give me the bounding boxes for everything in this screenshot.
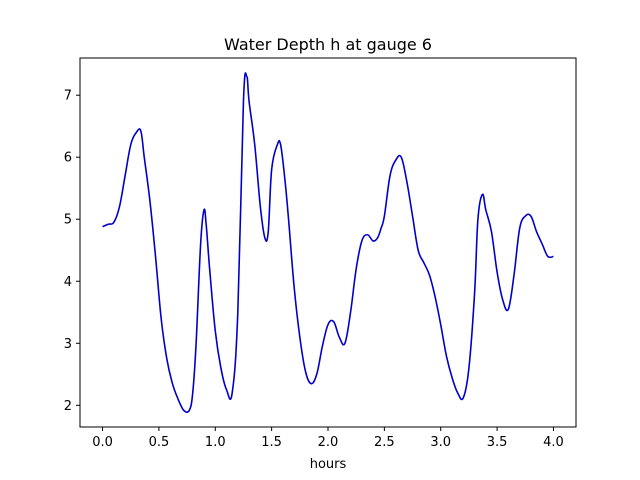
y-tick-label: 5 [64, 213, 72, 228]
y-tick-label: 6 [64, 151, 72, 166]
x-axis-label: hours [310, 457, 347, 472]
x-tick-label: 1.5 [261, 435, 282, 450]
x-tick-label: 1.0 [205, 435, 226, 450]
y-tick-label: 2 [64, 399, 72, 414]
y-tick-label: 3 [64, 337, 72, 352]
y-tick-label: 7 [64, 89, 72, 104]
series-line-0 [102, 72, 554, 413]
x-tick-label: 3.0 [430, 435, 451, 450]
x-axis: 0.0 0.5 1.0 1.5 2.0 2.5 3.0 3.5 4.0 [92, 427, 564, 450]
y-axis: 2 3 4 5 6 7 [64, 89, 80, 414]
x-tick-label: 2.5 [374, 435, 395, 450]
chart-title: Water Depth h at gauge 6 [224, 35, 432, 54]
x-tick-label: 0.5 [149, 435, 170, 450]
x-tick-label: 4.0 [543, 435, 564, 450]
x-tick-label: 2.0 [318, 435, 339, 450]
x-tick-label: 3.5 [487, 435, 508, 450]
x-tick-label: 0.0 [92, 435, 113, 450]
y-tick-label: 4 [64, 275, 72, 290]
